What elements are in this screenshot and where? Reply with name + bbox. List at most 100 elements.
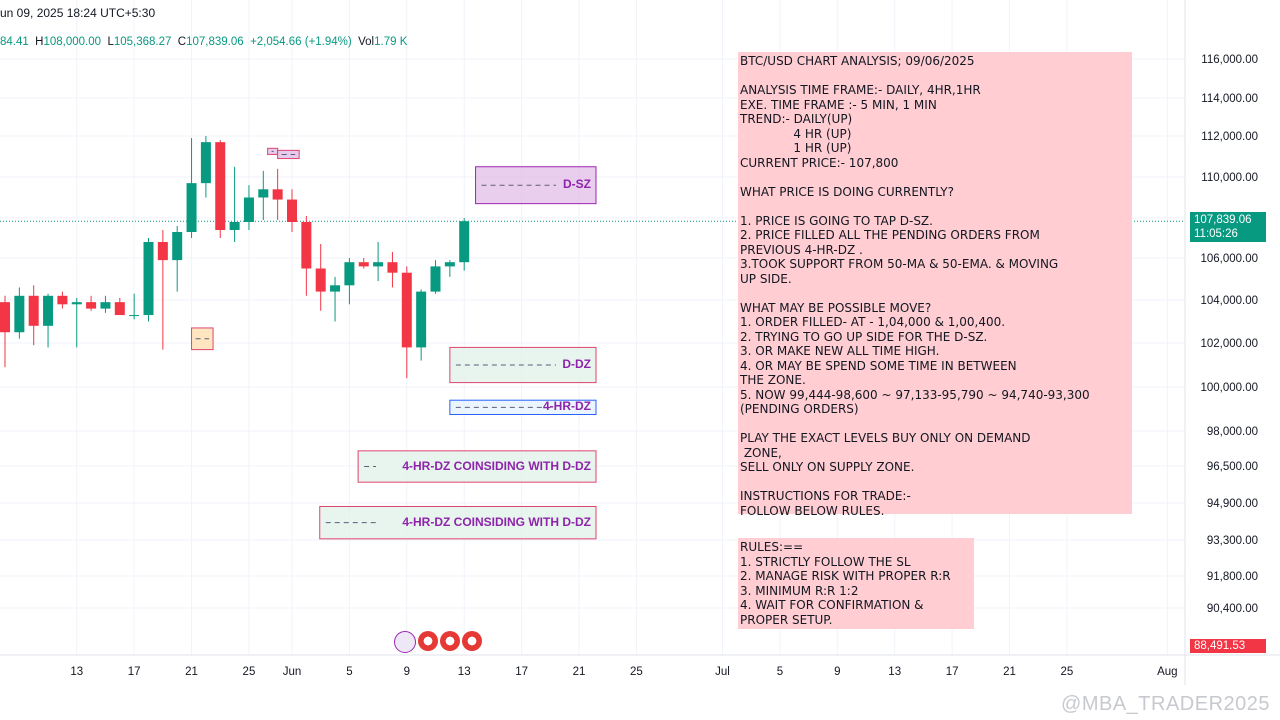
low-price-badge: 88,491.53 bbox=[1190, 639, 1266, 653]
x-tick-label: 17 bbox=[128, 666, 141, 678]
candle-body bbox=[330, 285, 341, 292]
candle-body bbox=[243, 197, 254, 222]
y-tick-label: 104,000.00 bbox=[1200, 295, 1258, 307]
candle-body bbox=[430, 266, 441, 292]
us-flag-icon[interactable] bbox=[440, 631, 460, 651]
candle-body bbox=[272, 189, 283, 200]
ohlc-legend: 84.41 H108,000.00 L105,368.27 C107,839.0… bbox=[0, 36, 407, 48]
candle-body bbox=[229, 222, 240, 230]
close-label: C bbox=[177, 36, 187, 48]
candle-body bbox=[186, 183, 197, 232]
x-tick-label: 13 bbox=[70, 666, 83, 678]
candle-body bbox=[143, 242, 154, 316]
x-tick-label: Jun bbox=[283, 666, 302, 678]
change-value: +2,054.66 (+1.94%) bbox=[250, 36, 352, 48]
us-flag-icon[interactable] bbox=[418, 631, 438, 651]
candle-body bbox=[301, 222, 312, 269]
zone-box bbox=[449, 346, 597, 384]
candle-body bbox=[157, 242, 168, 261]
candle-body bbox=[86, 302, 97, 309]
candle-body bbox=[14, 295, 25, 333]
y-tick-label: 91,800.00 bbox=[1207, 571, 1258, 583]
x-tick-label: 25 bbox=[630, 666, 643, 678]
candle-body bbox=[172, 232, 183, 261]
countdown-value: 11:05:26 bbox=[1194, 228, 1238, 240]
current-price-badge: 107,839.06 11:05:26 bbox=[1190, 212, 1266, 242]
us-flag-icon[interactable] bbox=[462, 631, 482, 651]
x-tick-label: Jul bbox=[715, 666, 730, 678]
candle-body bbox=[344, 262, 355, 286]
x-tick-label: 5 bbox=[346, 666, 352, 678]
candle-body bbox=[71, 302, 82, 305]
high-value: 108,000.00 bbox=[43, 36, 102, 48]
x-tick-label: 21 bbox=[573, 666, 586, 678]
zone-label: D-SZ bbox=[563, 177, 591, 192]
lightning-icon[interactable] bbox=[394, 631, 416, 653]
vol-label: Vol bbox=[358, 36, 375, 48]
chart-datetime: un 09, 2025 18:24 UTC+5:30 bbox=[0, 6, 156, 20]
y-tick-label: 106,000.00 bbox=[1200, 253, 1258, 265]
x-tick-label: 21 bbox=[1003, 666, 1016, 678]
low-label: L bbox=[107, 36, 114, 48]
y-tick-label: 114,000.00 bbox=[1201, 93, 1258, 105]
x-tick-label: 13 bbox=[888, 666, 901, 678]
y-tick-label: 100,000.00 bbox=[1200, 382, 1258, 394]
candle-body bbox=[358, 262, 369, 267]
high-label: H bbox=[35, 36, 44, 48]
y-tick-label: 96,500.00 bbox=[1207, 461, 1258, 473]
close-value: 107,839.06 bbox=[186, 36, 244, 48]
candle-body bbox=[129, 315, 140, 317]
x-tick-label: 13 bbox=[458, 666, 471, 678]
y-tick-label: 112,000.00 bbox=[1201, 131, 1258, 143]
candle-body bbox=[57, 295, 68, 305]
candle-body bbox=[459, 221, 470, 263]
zone-box bbox=[357, 450, 597, 483]
x-tick-label: 17 bbox=[515, 666, 528, 678]
zone-label: 4-HR-DZ COINSIDING WITH D-DZ bbox=[402, 514, 591, 529]
candle-body bbox=[215, 142, 226, 230]
low-value: 105,368.27 bbox=[113, 36, 172, 48]
candle-body bbox=[100, 302, 111, 309]
candle-body bbox=[28, 295, 39, 326]
x-tick-label: 25 bbox=[1061, 666, 1074, 678]
x-tick-label: 9 bbox=[834, 666, 840, 678]
x-tick-label: 21 bbox=[185, 666, 198, 678]
open-value: 84.41 bbox=[0, 36, 29, 48]
y-tick-label: 110,000.00 bbox=[1201, 172, 1258, 184]
rules-note[interactable]: RULES:== 1. STRICTLY FOLLOW THE SL 2. MA… bbox=[738, 538, 974, 629]
x-tick-label: Aug bbox=[1157, 666, 1177, 678]
candle-body bbox=[114, 302, 125, 316]
candle-body bbox=[373, 262, 384, 267]
candle-body bbox=[315, 268, 326, 292]
zone-label: D-DZ bbox=[562, 357, 591, 371]
zone-label: 4-HR-DZ COINSIDING WITH D-DZ bbox=[402, 458, 591, 473]
candle-body bbox=[387, 262, 398, 273]
x-tick-label: 9 bbox=[404, 666, 410, 678]
event-icons[interactable] bbox=[394, 631, 482, 653]
candle-body bbox=[287, 199, 297, 222]
candle-body bbox=[200, 142, 211, 184]
x-tick-label: 25 bbox=[243, 666, 256, 678]
watermark: @MBA_TRADER2025 bbox=[1061, 693, 1270, 715]
y-tick-label: 98,000.00 bbox=[1207, 426, 1258, 438]
candle-body bbox=[0, 302, 10, 333]
candle-body bbox=[444, 262, 455, 267]
candle-body bbox=[43, 295, 54, 326]
small-zone-box bbox=[277, 149, 300, 160]
vol-value: 1.79 K bbox=[374, 36, 408, 48]
y-tick-label: 93,300.00 bbox=[1207, 535, 1258, 547]
current-price-value: 107,839.06 bbox=[1194, 214, 1252, 226]
analysis-note[interactable]: BTC/USD CHART ANALYSIS; 09/06/2025 ANALY… bbox=[738, 52, 1132, 518]
small-zone-box bbox=[191, 327, 214, 351]
y-tick-label: 94,900.00 bbox=[1207, 498, 1258, 510]
y-tick-label: 102,000.00 bbox=[1200, 338, 1258, 350]
x-tick-label: 17 bbox=[946, 666, 959, 678]
y-tick-label: 90,400.00 bbox=[1207, 603, 1258, 615]
candle-body bbox=[258, 189, 269, 198]
y-tick-label: 116,000.00 bbox=[1201, 54, 1258, 66]
x-tick-label: 5 bbox=[777, 666, 783, 678]
candle-body bbox=[401, 272, 412, 348]
candle-body bbox=[416, 291, 427, 348]
zone-label: 4-HR-DZ bbox=[543, 399, 591, 414]
